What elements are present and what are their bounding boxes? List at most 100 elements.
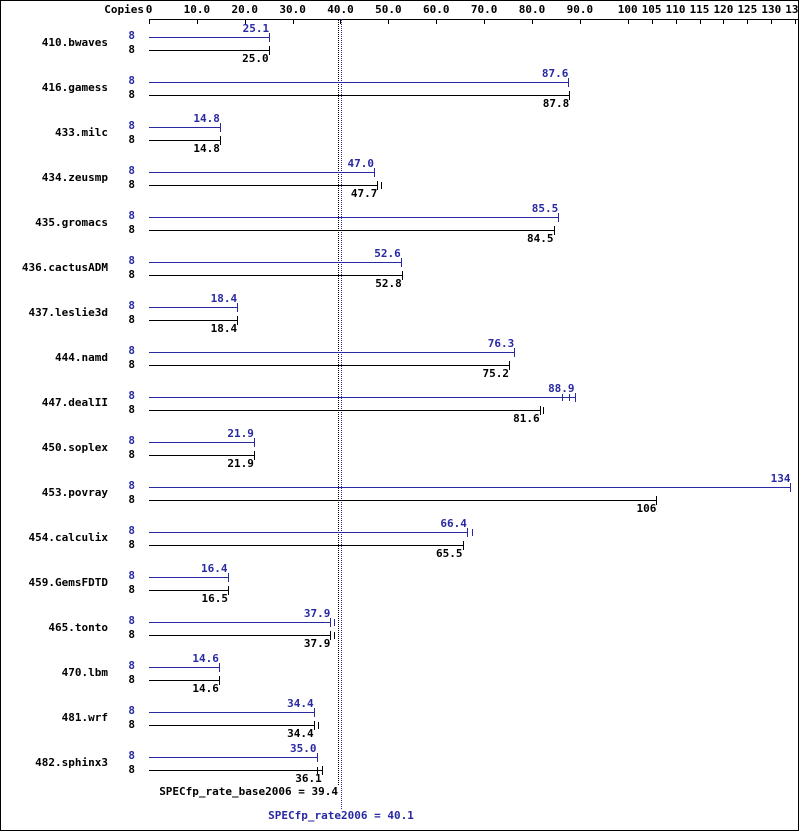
peak-copies-label: 8 bbox=[128, 389, 135, 402]
axis-tick bbox=[747, 19, 749, 24]
axis-tick bbox=[388, 19, 390, 24]
peak-bar bbox=[149, 711, 314, 713]
base-copies-label: 8 bbox=[128, 267, 135, 281]
peak-bar bbox=[149, 216, 559, 218]
peak-run-mark bbox=[219, 123, 221, 131]
benchmark-name: 450.soplex bbox=[41, 441, 108, 454]
base-value-label: 52.8 bbox=[375, 277, 402, 290]
benchmark-name: 482.sphinx3 bbox=[35, 756, 108, 769]
base-copies-label: 8 bbox=[128, 402, 135, 416]
peak-bar bbox=[149, 126, 220, 128]
peak-copies-label: 8 bbox=[128, 479, 135, 492]
peak-value-label: 14.8 bbox=[193, 111, 220, 125]
base-value-label: 81.6 bbox=[513, 412, 540, 425]
axis-tick-label: 40.0 bbox=[327, 3, 354, 16]
base-copies-label: 8 bbox=[128, 177, 135, 191]
peak-value-label: 18.4 bbox=[210, 291, 238, 305]
peak-bar bbox=[149, 576, 228, 578]
axis-tick bbox=[292, 19, 294, 24]
base-value-label: 34.4 bbox=[287, 727, 314, 740]
peak-run-mark bbox=[373, 168, 375, 176]
axis-tick bbox=[149, 19, 150, 24]
base-copies-label: 8 bbox=[128, 582, 135, 596]
peak-bar bbox=[149, 621, 331, 623]
peak-value-label: 14.6 bbox=[192, 651, 219, 665]
benchmark-name: 454.calculix bbox=[28, 531, 108, 544]
peak-bar bbox=[149, 306, 238, 308]
axis-tick bbox=[699, 19, 701, 24]
benchmark-name: 437.leslie3d bbox=[28, 306, 108, 319]
peak-copies-label: 8 bbox=[128, 524, 135, 537]
base-bar bbox=[149, 275, 402, 276]
axis-tick-label: 10.0 bbox=[183, 3, 211, 16]
base-copies-label: 8 bbox=[128, 222, 135, 236]
base-run-mark bbox=[508, 362, 510, 369]
peak-run-mark bbox=[400, 258, 402, 266]
base-run-mark bbox=[330, 632, 332, 639]
base-copies-label: 8 bbox=[128, 132, 135, 146]
peak-bar bbox=[149, 171, 374, 173]
peak-run-mark bbox=[568, 393, 570, 401]
base-run-mark bbox=[268, 47, 270, 54]
axis-tick-label: 125 bbox=[737, 3, 758, 16]
base-run-mark bbox=[317, 767, 319, 774]
base-value-label: 16.5 bbox=[201, 592, 228, 605]
axis-tick-label: 135 bbox=[785, 3, 799, 16]
base-value-label: 18.4 bbox=[210, 322, 238, 335]
peak-run-mark bbox=[313, 708, 315, 716]
peak-copies-label: 8 bbox=[128, 299, 135, 312]
base-bar bbox=[149, 545, 463, 546]
peak-run-mark bbox=[514, 348, 516, 356]
benchmark-name: 447.dealII bbox=[41, 396, 108, 409]
axis-tick bbox=[627, 19, 629, 24]
base-metric-line bbox=[337, 19, 339, 785]
base-run-mark bbox=[377, 182, 379, 189]
base-run-mark bbox=[321, 767, 323, 774]
base-metric-label: SPECfp_rate_base2006 = 39.4 bbox=[159, 785, 338, 798]
base-bar bbox=[149, 95, 570, 96]
peak-value-label: 88.9 bbox=[548, 381, 575, 395]
peak-run-mark bbox=[568, 78, 570, 86]
peak-copies-label: 8 bbox=[128, 344, 135, 357]
base-copies-label: 8 bbox=[128, 87, 135, 101]
peak-copies-label: 8 bbox=[128, 749, 135, 762]
peak-run-mark bbox=[227, 573, 229, 581]
peak-value-label: 134 bbox=[770, 471, 791, 485]
base-run-mark bbox=[543, 407, 545, 414]
peak-run-mark bbox=[466, 528, 468, 536]
peak-copies-label: 8 bbox=[128, 254, 135, 267]
axis-tick bbox=[675, 19, 677, 24]
base-copies-label: 8 bbox=[128, 537, 135, 551]
base-run-mark bbox=[380, 182, 382, 189]
peak-run-mark bbox=[790, 483, 792, 491]
base-run-mark bbox=[313, 722, 315, 729]
base-copies-label: 8 bbox=[128, 312, 135, 326]
peak-copies-label: 8 bbox=[128, 434, 135, 447]
axis-tick-label: 80.0 bbox=[518, 3, 546, 16]
benchmark-name: 410.bwaves bbox=[41, 36, 108, 49]
peak-value-label: 35.0 bbox=[290, 741, 317, 755]
base-bar bbox=[149, 50, 269, 51]
peak-bar bbox=[149, 351, 515, 353]
peak-run-mark bbox=[237, 303, 239, 311]
peak-value-label: 21.9 bbox=[227, 426, 254, 440]
peak-bar bbox=[149, 486, 791, 488]
base-value-label: 37.9 bbox=[303, 637, 331, 650]
axis-tick-label: 130 bbox=[761, 3, 782, 16]
base-copies-label: 8 bbox=[128, 492, 135, 506]
base-copies-label: 8 bbox=[128, 627, 135, 641]
peak-run-mark bbox=[330, 618, 332, 626]
benchmark-name: 481.wrf bbox=[61, 711, 108, 724]
base-bar bbox=[149, 770, 322, 771]
axis-tick-label: 70.0 bbox=[470, 3, 498, 16]
axis-tick-label: 120 bbox=[713, 3, 734, 16]
peak-value-label: 85.5 bbox=[531, 201, 559, 215]
peak-bar bbox=[149, 531, 467, 533]
axis-tick-label: 0 bbox=[145, 3, 153, 16]
base-value-label: 25.0 bbox=[242, 52, 269, 65]
base-value-label: 47.7 bbox=[350, 187, 378, 200]
axis-tick bbox=[244, 19, 246, 24]
base-run-mark bbox=[219, 137, 221, 144]
peak-bar bbox=[149, 756, 317, 758]
